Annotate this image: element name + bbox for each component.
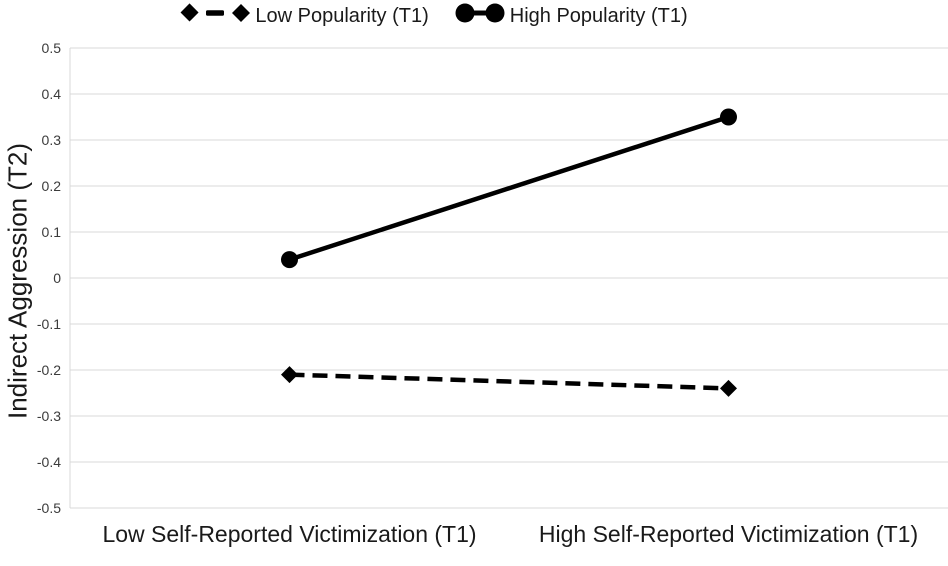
data-point-marker-low-popularity-t1: [281, 366, 298, 384]
legend-label: Low Popularity (T1): [255, 4, 429, 27]
y-tick-label: 0.1: [42, 224, 62, 240]
data-point-marker-low-popularity-t1: [720, 379, 737, 397]
y-tick-label: 0.4: [42, 86, 62, 102]
y-tick-label: 0.2: [42, 178, 62, 194]
y-tick-label: 0: [53, 270, 61, 286]
y-tick-label: -0.2: [37, 362, 61, 378]
y-tick-label: 0.3: [42, 132, 62, 148]
y-tick-label: -0.5: [37, 500, 61, 516]
legend-marker-solid-circle-icon: [455, 2, 505, 29]
y-tick-label: -0.4: [37, 454, 61, 470]
y-tick-label: -0.3: [37, 408, 61, 424]
legend-marker-dashed-diamond-icon: [180, 2, 251, 29]
legend-item-low-popularity-t1: Low Popularity (T1): [180, 2, 429, 29]
x-axis-label-low-victimization: Low Self-Reported Victimization (T1): [102, 521, 477, 547]
legend-item-high-popularity-t1: High Popularity (T1): [455, 2, 688, 29]
y-tick-label: 0.5: [42, 40, 62, 56]
y-axis-title: Indirect Aggression (T2): [2, 142, 33, 420]
data-point-marker-high-popularity-t1: [281, 251, 298, 269]
series-line-high-popularity-t1: [288, 114, 730, 262]
legend: Low Popularity (T1) High Popularity (T1): [0, 2, 948, 29]
y-tick-label: -0.1: [37, 316, 61, 332]
series-line-low-popularity-t1: [289, 372, 729, 391]
legend-label: High Popularity (T1): [509, 4, 688, 27]
data-point-marker-high-popularity-t1: [720, 108, 737, 126]
x-axis-label-high-victimization: High Self-Reported Victimization (T1): [538, 521, 919, 547]
